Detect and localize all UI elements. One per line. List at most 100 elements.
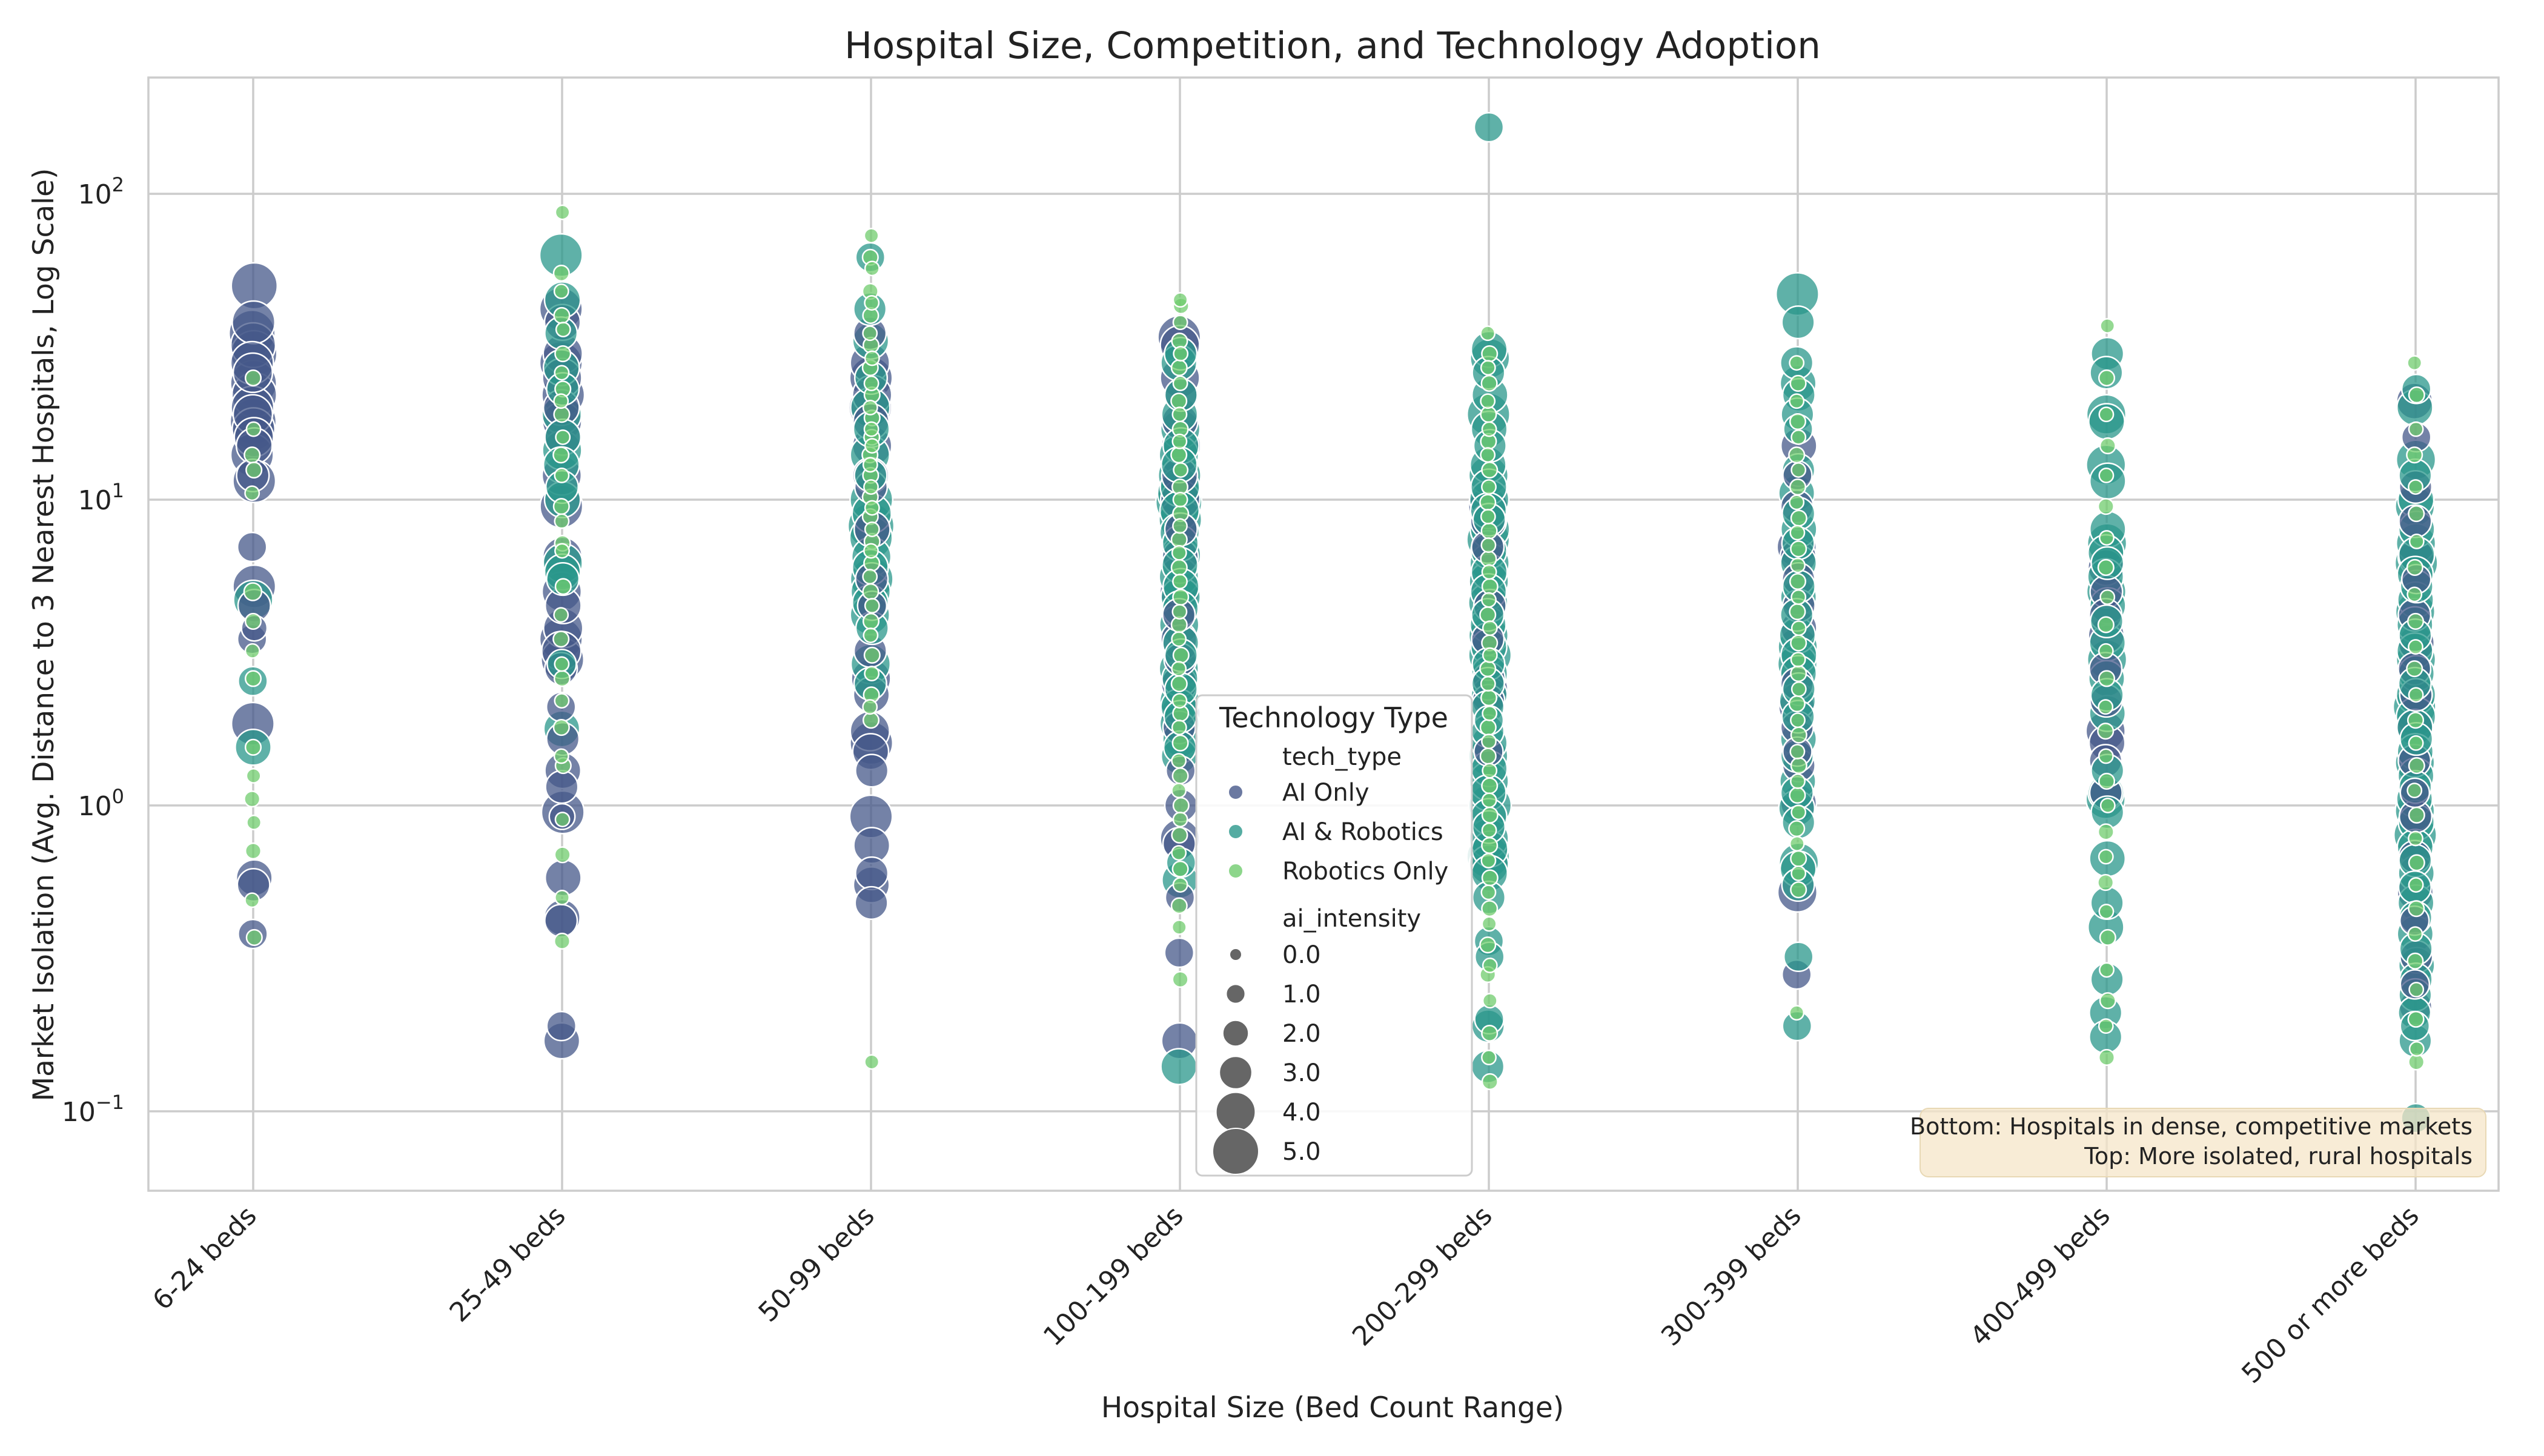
scatter-point xyxy=(244,670,262,687)
scatter-point xyxy=(1481,869,1499,887)
scatter-point xyxy=(1482,620,1498,637)
scatter-point xyxy=(244,643,260,659)
scatter-point xyxy=(2098,1048,2116,1067)
scatter-point xyxy=(2407,612,2425,630)
scatter-point xyxy=(1479,606,1497,624)
scatter-point xyxy=(1473,111,1505,143)
scatter-point xyxy=(1790,652,1806,667)
scatter-point xyxy=(1790,712,1806,729)
scatter-point xyxy=(1790,681,1807,697)
scatter-point xyxy=(2099,589,2116,605)
scatter-point xyxy=(864,1054,880,1070)
y-tick-label: 100 xyxy=(78,785,124,822)
scatter-point xyxy=(1170,359,1188,377)
scatter-point xyxy=(1790,850,1807,867)
scatter-point xyxy=(1480,374,1498,392)
scatter-point xyxy=(554,204,571,220)
scatter-point xyxy=(2098,772,2116,790)
scatter-point xyxy=(1482,958,1498,973)
scatter-point xyxy=(1790,804,1807,821)
scatter-point xyxy=(1783,941,1814,973)
scatter-point xyxy=(2097,823,2115,841)
scatter-point xyxy=(2099,962,2115,978)
scatter-point xyxy=(1481,461,1499,479)
scatter-point xyxy=(2407,952,2424,970)
scatter-point xyxy=(862,400,878,415)
legend-size-marker xyxy=(1212,1128,1259,1175)
scatter-point xyxy=(854,885,889,920)
scatter-point xyxy=(553,932,571,950)
scatter-point xyxy=(1171,604,1188,620)
scatter-point xyxy=(2408,830,2423,847)
scatter-point xyxy=(1171,971,1189,988)
scatter-point xyxy=(864,666,880,682)
scatter-point xyxy=(1789,744,1806,759)
annotation-box xyxy=(1920,1108,2486,1177)
scatter-point xyxy=(863,543,879,559)
scatter-point xyxy=(1171,734,1189,752)
scatter-point xyxy=(553,670,571,687)
scatter-point xyxy=(2406,558,2423,577)
scatter-point xyxy=(554,543,570,559)
scatter-point xyxy=(2408,687,2424,703)
scatter-point xyxy=(1479,660,1497,678)
scatter-point xyxy=(864,260,880,277)
scatter-point xyxy=(552,265,570,282)
y-axis-ticks: 10−1 100 101 102 xyxy=(62,173,124,1128)
legend-size-marker xyxy=(1219,1056,1253,1090)
scatter-point xyxy=(553,306,571,324)
scatter-point xyxy=(1481,1073,1499,1091)
scatter-point xyxy=(244,369,262,387)
scatter-point xyxy=(1481,792,1497,809)
scatter-point xyxy=(1171,753,1187,769)
scatter-point xyxy=(862,325,878,342)
scatter-point xyxy=(1171,433,1188,449)
scatter-point xyxy=(1789,836,1805,852)
scatter-point xyxy=(1789,393,1805,409)
scatter-point xyxy=(863,646,881,664)
scatter-point xyxy=(553,748,569,764)
scatter-point xyxy=(1160,1048,1198,1085)
plot-frame xyxy=(147,76,2500,1192)
scatter-point xyxy=(1171,631,1187,647)
legend-size-title: ai_intensity xyxy=(1282,905,1421,933)
scatter-point xyxy=(552,630,570,648)
legend-size-marker xyxy=(1229,948,1242,961)
scatter-point xyxy=(862,569,878,585)
legend-label: AI Only xyxy=(1282,779,1370,807)
scatter-point xyxy=(554,513,570,529)
scatter-point xyxy=(864,295,880,311)
scatter-point xyxy=(863,627,879,643)
scatter-point xyxy=(1170,392,1188,410)
scatter-point xyxy=(552,498,570,515)
scatter-point xyxy=(1790,865,1807,881)
scatter-point xyxy=(1481,806,1499,824)
scatter-point xyxy=(1479,747,1497,765)
scatter-point xyxy=(1790,557,1806,574)
scatter-point xyxy=(1481,1050,1497,1065)
scatter-point xyxy=(244,485,260,501)
scatter-point xyxy=(545,770,579,804)
scatter-point xyxy=(1790,620,1807,637)
scatter-point xyxy=(2406,446,2423,464)
legend-size-marker xyxy=(1222,1019,1250,1047)
scatter-point xyxy=(546,1010,577,1042)
scatter-point xyxy=(1171,661,1187,677)
scatter-point xyxy=(2099,530,2115,546)
scatter-point xyxy=(1789,573,1807,591)
scatter-point xyxy=(2097,723,2115,740)
scatter-point xyxy=(1789,494,1805,511)
scatter-point xyxy=(1481,916,1497,932)
scatter-point xyxy=(1479,718,1497,736)
scatter-point xyxy=(1480,406,1497,423)
scatter-points xyxy=(228,111,2439,1134)
y-axis-label: Market Isolation (Avg. Distance to 3 Nea… xyxy=(27,168,61,1102)
scatter-point xyxy=(1171,406,1188,423)
scatter-point xyxy=(2098,406,2115,423)
legend-hue-title: tech_type xyxy=(1282,743,1402,771)
scatter-point xyxy=(244,842,262,860)
scatter-point xyxy=(1171,783,1187,799)
scatter-point xyxy=(2408,854,2425,872)
scatter-point xyxy=(2098,670,2116,687)
